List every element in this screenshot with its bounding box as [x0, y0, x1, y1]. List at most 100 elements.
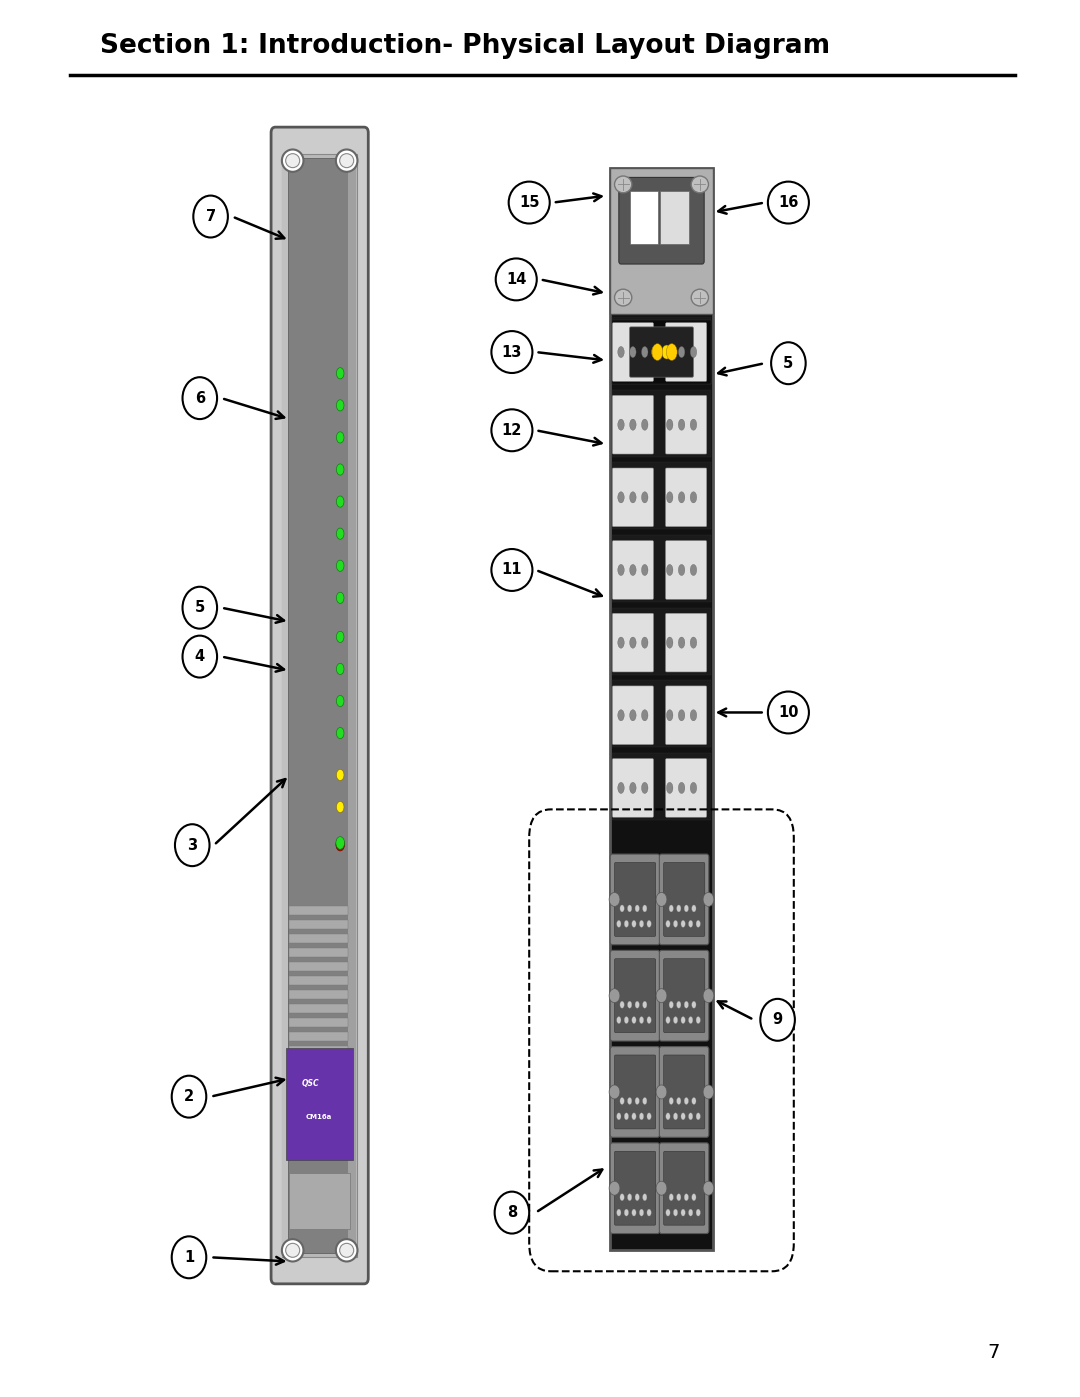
- FancyBboxPatch shape: [663, 1055, 705, 1129]
- Bar: [612, 680, 711, 747]
- Ellipse shape: [172, 1076, 206, 1118]
- Ellipse shape: [666, 782, 673, 793]
- Ellipse shape: [642, 564, 648, 576]
- Ellipse shape: [491, 549, 532, 591]
- Ellipse shape: [669, 1002, 674, 1009]
- Bar: [289, 1046, 348, 1055]
- FancyBboxPatch shape: [630, 327, 693, 377]
- Ellipse shape: [337, 464, 343, 475]
- FancyBboxPatch shape: [615, 1055, 656, 1129]
- Ellipse shape: [676, 1002, 680, 1009]
- Text: 7: 7: [987, 1343, 1000, 1362]
- FancyBboxPatch shape: [615, 862, 656, 936]
- Ellipse shape: [509, 182, 550, 224]
- Ellipse shape: [685, 1193, 689, 1201]
- FancyBboxPatch shape: [610, 854, 660, 944]
- Bar: [289, 990, 348, 999]
- Ellipse shape: [690, 637, 697, 648]
- Text: 4: 4: [194, 650, 205, 664]
- Bar: [660, 191, 689, 244]
- Ellipse shape: [665, 1017, 670, 1024]
- Text: CM16a: CM16a: [306, 1113, 332, 1120]
- Ellipse shape: [656, 989, 666, 1003]
- Ellipse shape: [336, 149, 357, 172]
- Ellipse shape: [183, 636, 217, 678]
- Text: 10: 10: [779, 705, 798, 719]
- FancyBboxPatch shape: [271, 127, 368, 1284]
- Ellipse shape: [685, 1098, 689, 1105]
- Ellipse shape: [689, 921, 693, 928]
- Ellipse shape: [183, 377, 217, 419]
- FancyBboxPatch shape: [665, 541, 706, 599]
- Ellipse shape: [175, 824, 210, 866]
- Ellipse shape: [678, 419, 685, 430]
- Bar: [348, 158, 356, 1253]
- Ellipse shape: [642, 492, 648, 503]
- Text: 1: 1: [184, 1250, 194, 1264]
- Bar: [610, 168, 713, 314]
- Ellipse shape: [635, 1002, 639, 1009]
- Ellipse shape: [285, 154, 300, 168]
- Bar: [289, 935, 348, 943]
- Ellipse shape: [656, 893, 666, 907]
- FancyBboxPatch shape: [659, 1046, 708, 1137]
- Bar: [288, 158, 350, 1253]
- Ellipse shape: [495, 1192, 529, 1234]
- FancyBboxPatch shape: [665, 395, 706, 454]
- Ellipse shape: [674, 921, 678, 928]
- Ellipse shape: [642, 782, 648, 793]
- Ellipse shape: [666, 344, 677, 360]
- Ellipse shape: [618, 346, 624, 358]
- Ellipse shape: [678, 564, 685, 576]
- Ellipse shape: [337, 367, 343, 379]
- Ellipse shape: [678, 782, 685, 793]
- Ellipse shape: [771, 342, 806, 384]
- Text: 3: 3: [187, 838, 198, 852]
- Ellipse shape: [685, 1002, 689, 1009]
- Ellipse shape: [282, 149, 303, 172]
- Ellipse shape: [665, 1113, 670, 1120]
- Ellipse shape: [337, 592, 343, 604]
- Ellipse shape: [696, 1017, 700, 1024]
- Ellipse shape: [337, 728, 343, 739]
- Ellipse shape: [624, 1113, 629, 1120]
- Ellipse shape: [703, 893, 714, 907]
- Bar: [289, 907, 348, 915]
- Ellipse shape: [618, 637, 624, 648]
- Ellipse shape: [632, 921, 636, 928]
- Ellipse shape: [491, 331, 532, 373]
- Ellipse shape: [676, 1193, 680, 1201]
- Ellipse shape: [680, 1113, 685, 1120]
- Text: 2: 2: [184, 1090, 194, 1104]
- Ellipse shape: [617, 1017, 621, 1024]
- Ellipse shape: [285, 1243, 300, 1257]
- FancyBboxPatch shape: [612, 759, 653, 817]
- Text: 9: 9: [772, 1013, 783, 1027]
- Ellipse shape: [680, 1208, 685, 1215]
- Bar: [612, 462, 711, 529]
- Ellipse shape: [617, 1208, 621, 1215]
- Bar: [612, 535, 711, 602]
- Ellipse shape: [630, 637, 636, 648]
- Ellipse shape: [678, 492, 685, 503]
- Ellipse shape: [690, 710, 697, 721]
- Ellipse shape: [639, 921, 644, 928]
- Ellipse shape: [632, 1017, 636, 1024]
- Ellipse shape: [651, 345, 661, 359]
- Ellipse shape: [624, 1208, 629, 1215]
- Text: 8: 8: [507, 1206, 517, 1220]
- Ellipse shape: [337, 696, 343, 707]
- Ellipse shape: [639, 1017, 644, 1024]
- Ellipse shape: [282, 1239, 303, 1261]
- Text: 5: 5: [783, 356, 794, 370]
- Bar: [289, 949, 348, 957]
- FancyBboxPatch shape: [610, 950, 660, 1041]
- Ellipse shape: [647, 1017, 651, 1024]
- Ellipse shape: [630, 492, 636, 503]
- Ellipse shape: [691, 1002, 696, 1009]
- FancyBboxPatch shape: [610, 168, 713, 1250]
- Ellipse shape: [193, 196, 228, 237]
- Text: 7: 7: [205, 210, 216, 224]
- Text: 5: 5: [194, 601, 205, 615]
- Ellipse shape: [690, 564, 697, 576]
